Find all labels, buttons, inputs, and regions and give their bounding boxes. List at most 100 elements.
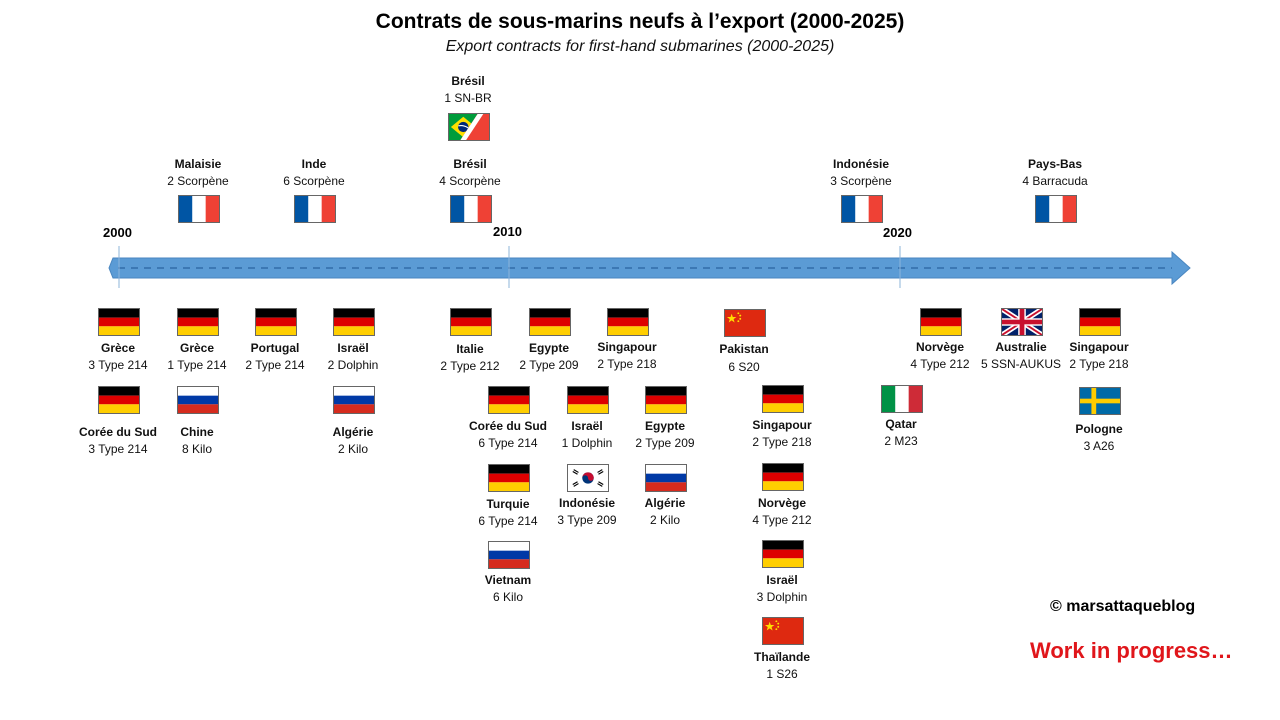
contract-detail: 4 Type 212: [752, 513, 812, 527]
country-label: Pays-Bas: [1027, 157, 1083, 171]
germany-flag-icon: [762, 463, 804, 491]
germany-flag-icon: [450, 308, 492, 336]
country-label: Chine: [180, 425, 214, 439]
country-label: Indonésie: [558, 496, 615, 510]
contract-detail: 1 S26: [766, 667, 798, 681]
france-flag-icon: [450, 195, 492, 223]
country-label: Egypte: [528, 341, 569, 355]
germany-flag-icon: [645, 386, 687, 414]
contract-detail: 2 Kilo: [649, 513, 681, 527]
country-label: Norvège: [915, 340, 965, 354]
contract-detail: 3 Type 209: [557, 513, 617, 527]
russia-flag-icon: [333, 386, 375, 414]
country-label: Grèce: [179, 341, 215, 355]
contract-detail: 2 M23: [884, 434, 918, 448]
country-label: Inde: [301, 157, 327, 171]
country-label: Israël: [337, 341, 369, 355]
russia-flag-icon: [177, 386, 219, 414]
contract-detail: 8 Kilo: [181, 442, 213, 456]
country-label: Portugal: [250, 341, 300, 355]
contract-detail: 4 Barracuda: [1022, 174, 1088, 188]
country-label: Italie: [456, 342, 484, 356]
contract-detail: 3 Type 214: [88, 442, 148, 456]
contract-detail: 4 Scorpène: [439, 174, 501, 188]
contract-detail: 2 Type 218: [752, 435, 812, 449]
germany-flag-icon: [529, 308, 571, 336]
contract-detail: 2 Type 214: [245, 358, 305, 372]
contract-detail: 3 A26: [1083, 439, 1115, 453]
country-label: Corée du Sud: [78, 425, 157, 439]
italy-flag-icon: [881, 385, 923, 413]
country-label: Qatar: [885, 417, 917, 431]
russia-flag-icon: [488, 541, 530, 569]
contract-detail: 2 Dolphin: [327, 358, 379, 372]
country-label: Pologne: [1075, 422, 1123, 436]
country-label: Pakistan: [719, 342, 769, 356]
contract-detail: 1 SN-BR: [444, 91, 492, 105]
country-label: Indonésie: [832, 157, 889, 171]
country-label: Egypte: [644, 419, 685, 433]
germany-flag-icon: [488, 386, 530, 414]
country-label: Algérie: [644, 496, 686, 510]
contract-detail: 2 Type 212: [440, 359, 500, 373]
year-2000-label: 2000: [103, 225, 132, 240]
timeline-arrow-shape: [108, 250, 1191, 286]
contract-detail: 2 Type 209: [635, 436, 695, 450]
germany-flag-icon: [177, 308, 219, 336]
china-flag-icon: [724, 309, 766, 337]
china-flag-icon: [762, 617, 804, 645]
country-label: Thaïlande: [753, 650, 810, 664]
country-label: Brésil: [451, 74, 485, 88]
year-2020-label: 2020: [883, 225, 912, 240]
germany-flag-icon: [920, 308, 962, 336]
germany-flag-icon: [98, 386, 140, 414]
france-flag-icon: [1035, 195, 1077, 223]
chart-subtitle: Export contracts for first-hand submarin…: [445, 38, 835, 55]
germany-flag-icon: [1079, 308, 1121, 336]
contract-detail: 6 Kilo: [492, 590, 524, 604]
contract-detail: 6 Type 214: [478, 514, 538, 528]
contract-detail: 1 Dolphin: [561, 436, 613, 450]
country-label: Corée du Sud: [468, 419, 547, 433]
work-in-progress-label: Work in progress…: [1030, 638, 1233, 663]
germany-flag-icon: [762, 540, 804, 568]
contract-detail: 1 Type 214: [167, 358, 227, 372]
country-label: Vietnam: [484, 573, 532, 587]
france-flag-icon: [841, 195, 883, 223]
uk-flag-icon: [1001, 308, 1043, 336]
france-flag-icon: [178, 195, 220, 223]
contract-detail: 2 Type 218: [1069, 357, 1129, 371]
country-label: Singapour: [1069, 340, 1129, 354]
france-flag-icon: [294, 195, 336, 223]
south-korea-flag-icon: [567, 464, 609, 492]
germany-flag-icon: [98, 308, 140, 336]
contract-detail: 2 Type 218: [597, 357, 657, 371]
chart-title: Contrats de sous-marins neufs à l’export…: [375, 10, 905, 33]
contract-detail: 6 Type 214: [478, 436, 538, 450]
brazil-france-flag-icon: [448, 113, 490, 141]
contract-detail: 4 Type 212: [910, 357, 970, 371]
country-label: Australie: [995, 340, 1047, 354]
contract-detail: 3 Type 214: [88, 358, 148, 372]
contract-detail: 3 Scorpène: [830, 174, 892, 188]
country-label: Norvège: [757, 496, 807, 510]
germany-flag-icon: [762, 385, 804, 413]
germany-flag-icon: [567, 386, 609, 414]
contract-detail: 6 S20: [728, 360, 760, 374]
country-label: Grèce: [100, 341, 136, 355]
country-label: Turquie: [486, 497, 530, 511]
contract-detail: 2 Kilo: [337, 442, 369, 456]
country-label: Israël: [571, 419, 603, 433]
contract-detail: 3 Dolphin: [756, 590, 808, 604]
copyright-label: © marsattaqueblog: [1050, 598, 1196, 615]
sweden-flag-icon: [1079, 387, 1121, 415]
germany-flag-icon: [333, 308, 375, 336]
germany-flag-icon: [488, 464, 530, 492]
year-2010-label: 2010: [493, 224, 522, 239]
country-label: Brésil: [453, 157, 487, 171]
contract-detail: 6 Scorpène: [283, 174, 345, 188]
country-label: Singapour: [752, 418, 812, 432]
contract-detail: 5 SSN-AUKUS: [980, 357, 1062, 371]
germany-flag-icon: [255, 308, 297, 336]
